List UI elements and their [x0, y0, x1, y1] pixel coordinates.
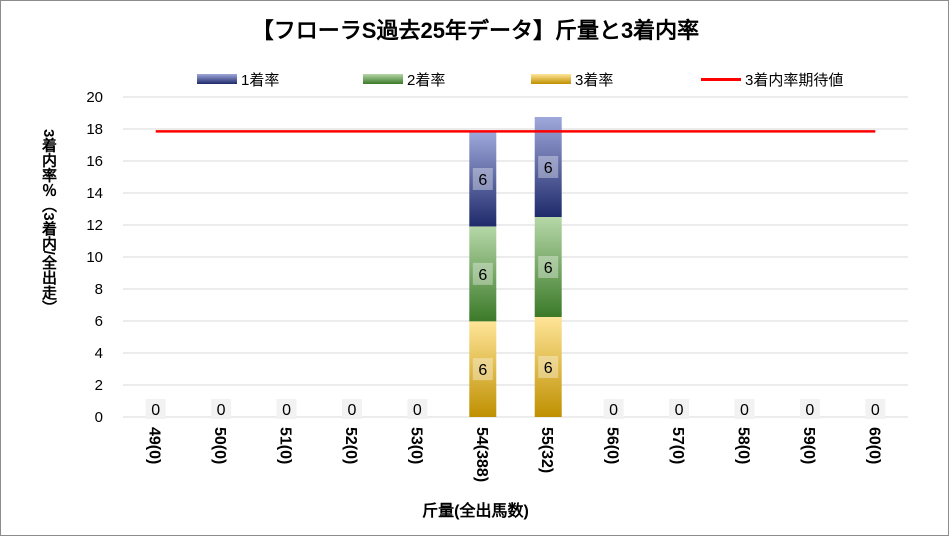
x-tick-label: 53(0): [407, 427, 424, 464]
data-label-bg: [669, 399, 690, 419]
data-label-bg: [865, 399, 886, 419]
data-label: 0: [413, 402, 422, 419]
legend-label-2nd: 2着率: [407, 71, 446, 89]
y-tick-label: 12: [86, 217, 103, 234]
data-label: 6: [478, 267, 487, 284]
data-label-bg: [799, 399, 820, 419]
y-tick-label: 20: [86, 89, 103, 106]
data-label: 0: [151, 402, 160, 419]
y-tick-label: 10: [86, 249, 103, 266]
y-tick-label: 16: [86, 153, 103, 170]
bar-segment: [469, 131, 497, 227]
data-label-bg: [276, 399, 297, 419]
legend-swatch-2nd: [363, 74, 403, 84]
x-tick-label: 56(0): [604, 427, 621, 464]
data-label-bg: [472, 358, 493, 381]
legend-line-expected: [701, 77, 741, 81]
data-label-bg: [734, 399, 755, 419]
data-label: 6: [478, 172, 487, 189]
x-tick-label: 51(0): [277, 427, 294, 464]
data-label: 0: [740, 402, 749, 419]
data-label-bg: [472, 168, 493, 190]
chart-title: 【フローラS過去25年データ】斤量と3着内率: [251, 18, 700, 43]
data-label: 0: [805, 402, 814, 419]
data-label-bg: [407, 399, 428, 419]
x-tick-label: 58(0): [734, 427, 751, 464]
data-label-bg: [538, 256, 559, 278]
data-label-bg: [538, 156, 559, 178]
x-tick-label: 57(0): [669, 427, 686, 464]
y-tick-label: 14: [86, 185, 103, 202]
y-tick-label: 6: [95, 313, 103, 330]
y-axis-label: 3着内率％（3着内/全出走）: [40, 129, 57, 315]
data-label: 6: [478, 362, 487, 379]
data-label: 6: [544, 260, 553, 277]
x-tick-label: 54(388): [473, 427, 490, 482]
legend-item-expected: 3着内率期待値: [701, 69, 843, 89]
bar-segment: [469, 226, 497, 322]
data-label: 0: [871, 402, 880, 419]
legend-item-1st: 1着率: [197, 69, 279, 89]
legend-label-3rd: 3着率: [575, 71, 614, 89]
x-tick-label: 49(0): [146, 427, 163, 464]
legend-item-2nd: 2着率: [363, 69, 445, 89]
bar-segment: [469, 321, 497, 417]
x-tick-label: 55(32): [538, 427, 555, 473]
data-label: 0: [282, 402, 291, 419]
data-label-bg: [472, 262, 493, 285]
legend-swatch-1st: [197, 74, 237, 84]
data-label-bg: [603, 399, 624, 419]
data-label-bg: [145, 399, 166, 419]
x-tick-label: 59(0): [800, 427, 817, 464]
legend-item-3rd: 3着率: [531, 69, 613, 89]
data-label: 0: [675, 402, 684, 419]
data-label-bg: [211, 399, 232, 419]
data-label: 0: [348, 402, 357, 419]
data-label: 6: [544, 360, 553, 377]
legend-label-expected: 3着内率期待値: [745, 71, 844, 89]
y-tick-label: 8: [95, 281, 103, 298]
legend-swatch-3rd: [531, 74, 571, 84]
y-tick-label: 0: [95, 409, 103, 426]
bar-segment: [534, 317, 562, 417]
y-tick-label: 2: [95, 377, 103, 394]
bar-segment: [534, 117, 562, 217]
x-tick-label: 60(0): [865, 427, 882, 464]
legend: 1着率 2着率 3着率 3着内率期待値: [1, 69, 949, 89]
bar-segment: [534, 217, 562, 317]
x-axis-label: 斤量(全出馬数): [422, 503, 529, 520]
data-label: 6: [544, 160, 553, 177]
data-label: 0: [609, 402, 618, 419]
x-tick-label: 50(0): [211, 427, 228, 464]
legend-label-1st: 1着率: [241, 71, 280, 89]
x-tick-label: 52(0): [342, 427, 359, 464]
y-tick-label: 4: [95, 345, 103, 362]
data-label: 0: [217, 402, 226, 419]
data-label-bg: [538, 356, 559, 378]
data-label-bg: [341, 399, 362, 419]
y-tick-label: 18: [86, 121, 103, 138]
